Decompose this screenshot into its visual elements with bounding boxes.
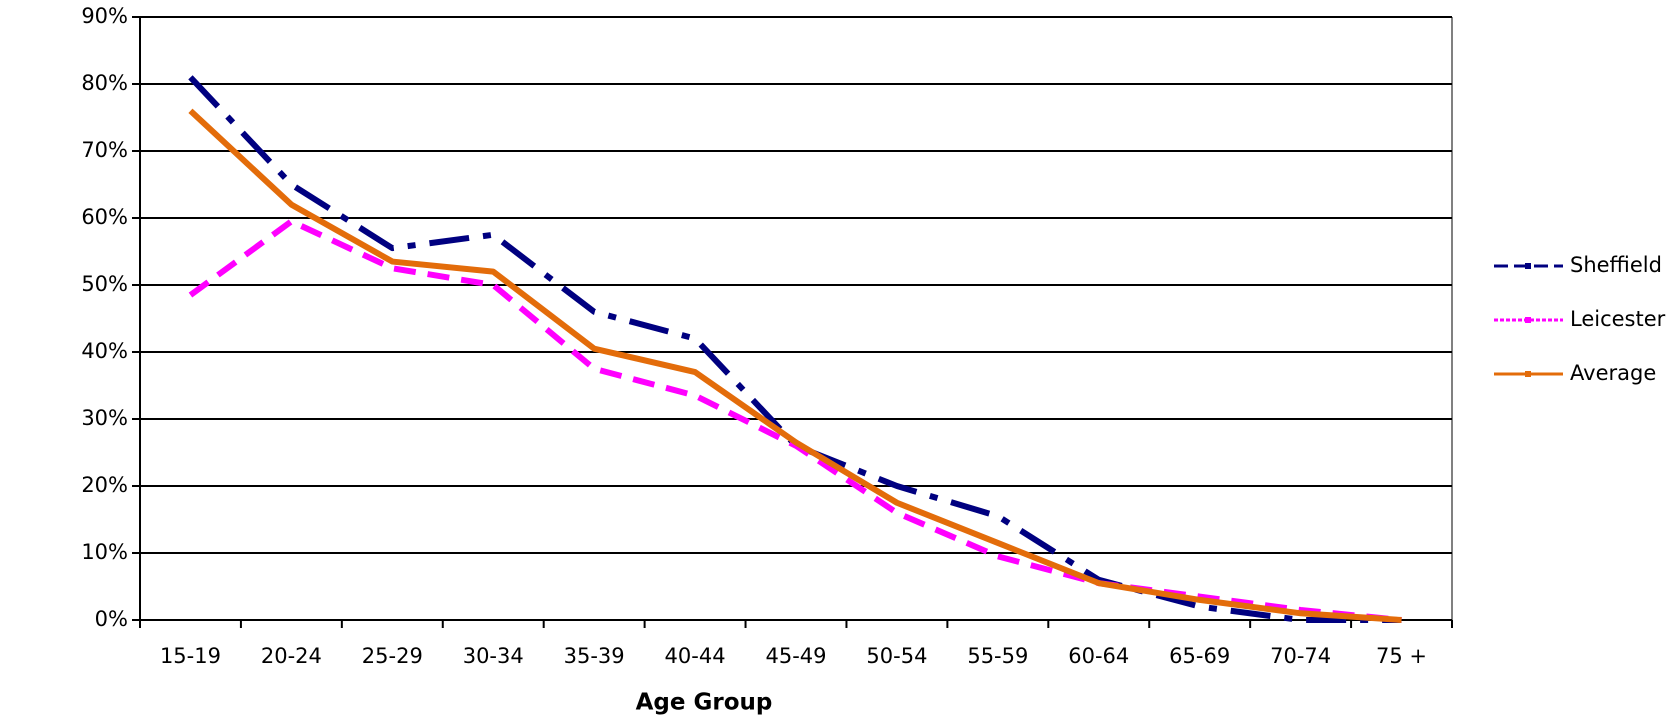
- y-tick-label: 60%: [81, 205, 128, 229]
- y-tick-label: 10%: [81, 540, 128, 564]
- legend-label: Leicester: [1570, 307, 1666, 331]
- x-tick-label: 25-29: [362, 644, 423, 668]
- y-tick-label: 50%: [81, 272, 128, 296]
- x-tick-label: 75 +: [1376, 644, 1427, 668]
- y-tick-label: 80%: [81, 71, 128, 95]
- y-tick-label: 30%: [81, 406, 128, 430]
- x-tick-label: 45-49: [765, 644, 826, 668]
- y-tick-label: 20%: [81, 473, 128, 497]
- series-line: [188, 218, 1402, 623]
- x-tick-label: 60-64: [1068, 644, 1129, 668]
- x-tick-label: 65-69: [1169, 644, 1230, 668]
- x-tick-label: 55-59: [967, 644, 1028, 668]
- x-tick-label: 35-39: [564, 644, 625, 668]
- y-tick-label: 70%: [81, 138, 128, 162]
- legend-label: Average: [1570, 361, 1656, 385]
- x-tick-label: 15-19: [160, 644, 221, 668]
- y-tick-label: 90%: [81, 4, 128, 28]
- y-tick-label: 0%: [95, 607, 128, 631]
- legend-marker: [1525, 263, 1531, 269]
- x-tick-label: 50-54: [866, 644, 927, 668]
- x-tick-label: 30-34: [463, 644, 524, 668]
- x-tick-label: 70-74: [1270, 644, 1331, 668]
- series-line: [188, 75, 1402, 623]
- legend-marker: [1525, 371, 1531, 377]
- y-tick-label: 40%: [81, 339, 128, 363]
- legend-marker: [1525, 317, 1531, 323]
- x-tick-label: 20-24: [261, 644, 322, 668]
- x-axis-title: Age Group: [636, 690, 773, 716]
- x-tick-label: 40-44: [665, 644, 726, 668]
- series-line: [188, 108, 1402, 623]
- legend-label: Sheffield: [1570, 253, 1662, 277]
